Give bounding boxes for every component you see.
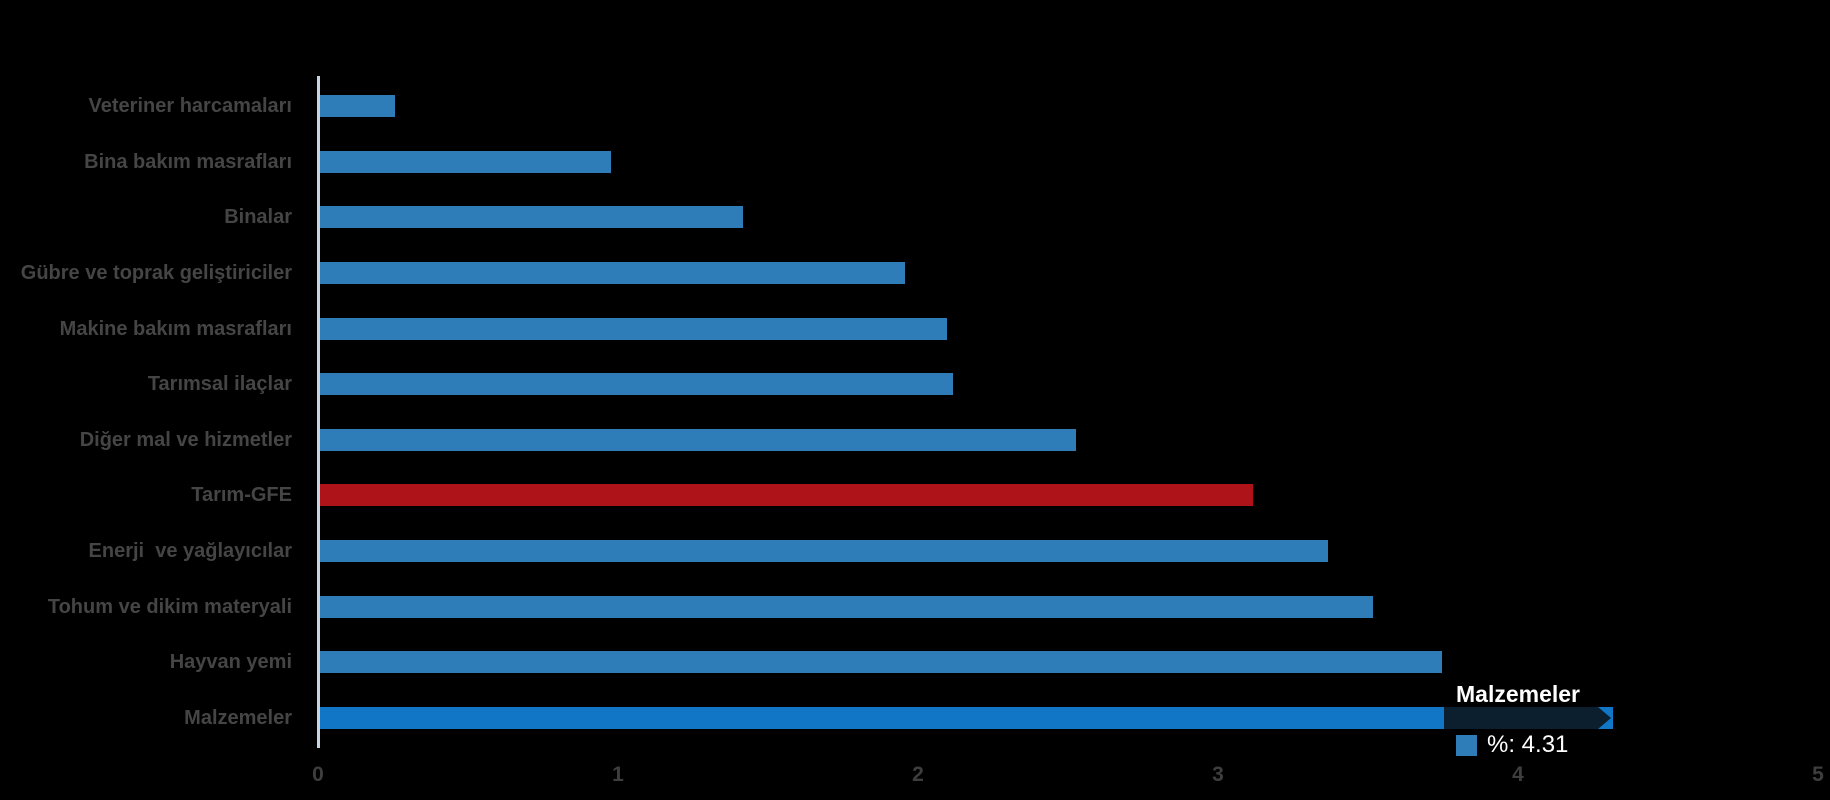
tooltip-value: %: 4.31 [1487, 731, 1569, 758]
category-label: Makine bakım masrafları [59, 318, 292, 340]
bar[interactable] [320, 484, 1253, 506]
x-tick-label: 5 [1812, 763, 1824, 786]
x-tick-label: 2 [912, 763, 924, 786]
bar[interactable] [320, 373, 953, 395]
category-label: Veteriner harcamaları [88, 95, 292, 117]
bar[interactable] [320, 596, 1373, 618]
bar[interactable] [320, 318, 947, 340]
category-label: Tohum ve dikim materyali [47, 596, 292, 618]
category-label: Diğer mal ve hizmetler [79, 429, 292, 451]
axis-line [317, 76, 320, 748]
x-tick-label: 0 [312, 763, 324, 786]
category-label: Tarım-GFE [191, 484, 292, 506]
x-tick-label: 3 [1212, 763, 1224, 786]
x-tick-label: 1 [612, 763, 624, 786]
bar[interactable] [320, 651, 1442, 673]
tooltip-band [1444, 707, 1613, 729]
x-tick-label: 4 [1512, 763, 1524, 786]
category-label: Tarımsal ilaçlar [147, 373, 292, 395]
category-label: Malzemeler [184, 707, 292, 729]
bar[interactable] [320, 151, 611, 173]
bar[interactable] [320, 206, 743, 228]
category-label: Gübre ve toprak geliştiriciler [20, 262, 292, 284]
category-label: Bina bakım masrafları [84, 151, 292, 173]
bar[interactable] [320, 540, 1328, 562]
series-swatch-icon [1456, 734, 1477, 756]
bar[interactable] [320, 262, 905, 284]
bar[interactable] [320, 707, 1613, 729]
tooltip-title: Malzemeler [1456, 681, 1581, 707]
bar[interactable] [320, 95, 395, 117]
category-label: Hayvan yemi [169, 651, 292, 673]
category-label: Binalar [224, 206, 292, 228]
tooltip-value-row: %: 4.31 [1456, 733, 1568, 757]
category-label: Enerji ve yağlayıcılar [88, 540, 292, 562]
bar[interactable] [320, 429, 1076, 451]
